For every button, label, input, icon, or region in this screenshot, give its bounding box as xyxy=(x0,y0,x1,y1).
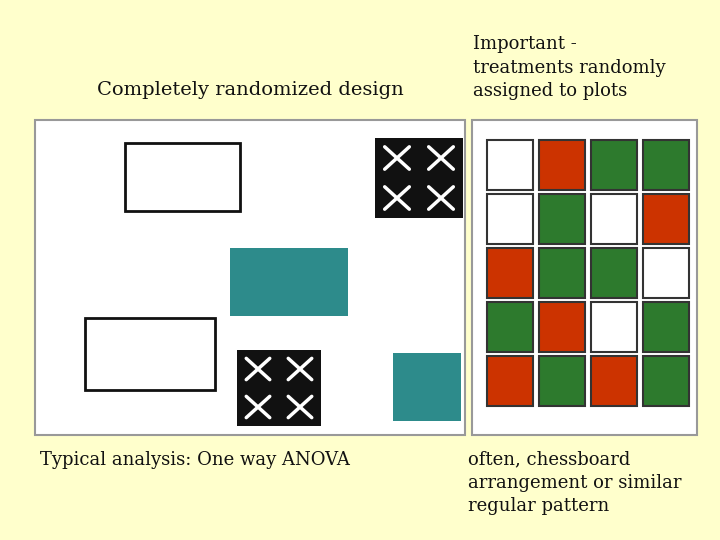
Bar xyxy=(35,120,465,435)
Bar xyxy=(279,350,321,388)
Bar xyxy=(539,248,585,298)
Bar xyxy=(237,350,279,388)
Bar xyxy=(419,138,463,178)
Bar xyxy=(375,138,419,178)
Bar xyxy=(539,302,585,352)
Text: often, chessboard
arrangement or similar
regular pattern: often, chessboard arrangement or similar… xyxy=(468,450,682,515)
Bar xyxy=(591,140,637,190)
Bar xyxy=(643,248,689,298)
Bar xyxy=(393,353,461,421)
Bar xyxy=(472,120,697,435)
Text: Typical analysis: One way ANOVA: Typical analysis: One way ANOVA xyxy=(40,451,350,469)
Bar xyxy=(375,178,419,218)
Bar xyxy=(487,302,533,352)
Bar xyxy=(591,302,637,352)
Bar xyxy=(487,140,533,190)
Bar xyxy=(591,248,637,298)
Bar xyxy=(237,388,279,426)
Bar xyxy=(125,143,240,211)
Bar xyxy=(591,194,637,244)
Bar xyxy=(487,194,533,244)
Text: Completely randomized design: Completely randomized design xyxy=(96,81,403,99)
Bar xyxy=(85,318,215,390)
Bar xyxy=(643,302,689,352)
Bar xyxy=(419,178,463,218)
Bar xyxy=(539,140,585,190)
Bar xyxy=(487,356,533,406)
Bar xyxy=(230,248,348,316)
Bar xyxy=(539,194,585,244)
Bar xyxy=(539,356,585,406)
Bar xyxy=(487,248,533,298)
Bar xyxy=(279,388,321,426)
Bar xyxy=(643,194,689,244)
Text: Important -
treatments randomly
assigned to plots: Important - treatments randomly assigned… xyxy=(473,35,665,100)
Bar xyxy=(643,356,689,406)
Bar xyxy=(591,356,637,406)
Bar xyxy=(643,140,689,190)
